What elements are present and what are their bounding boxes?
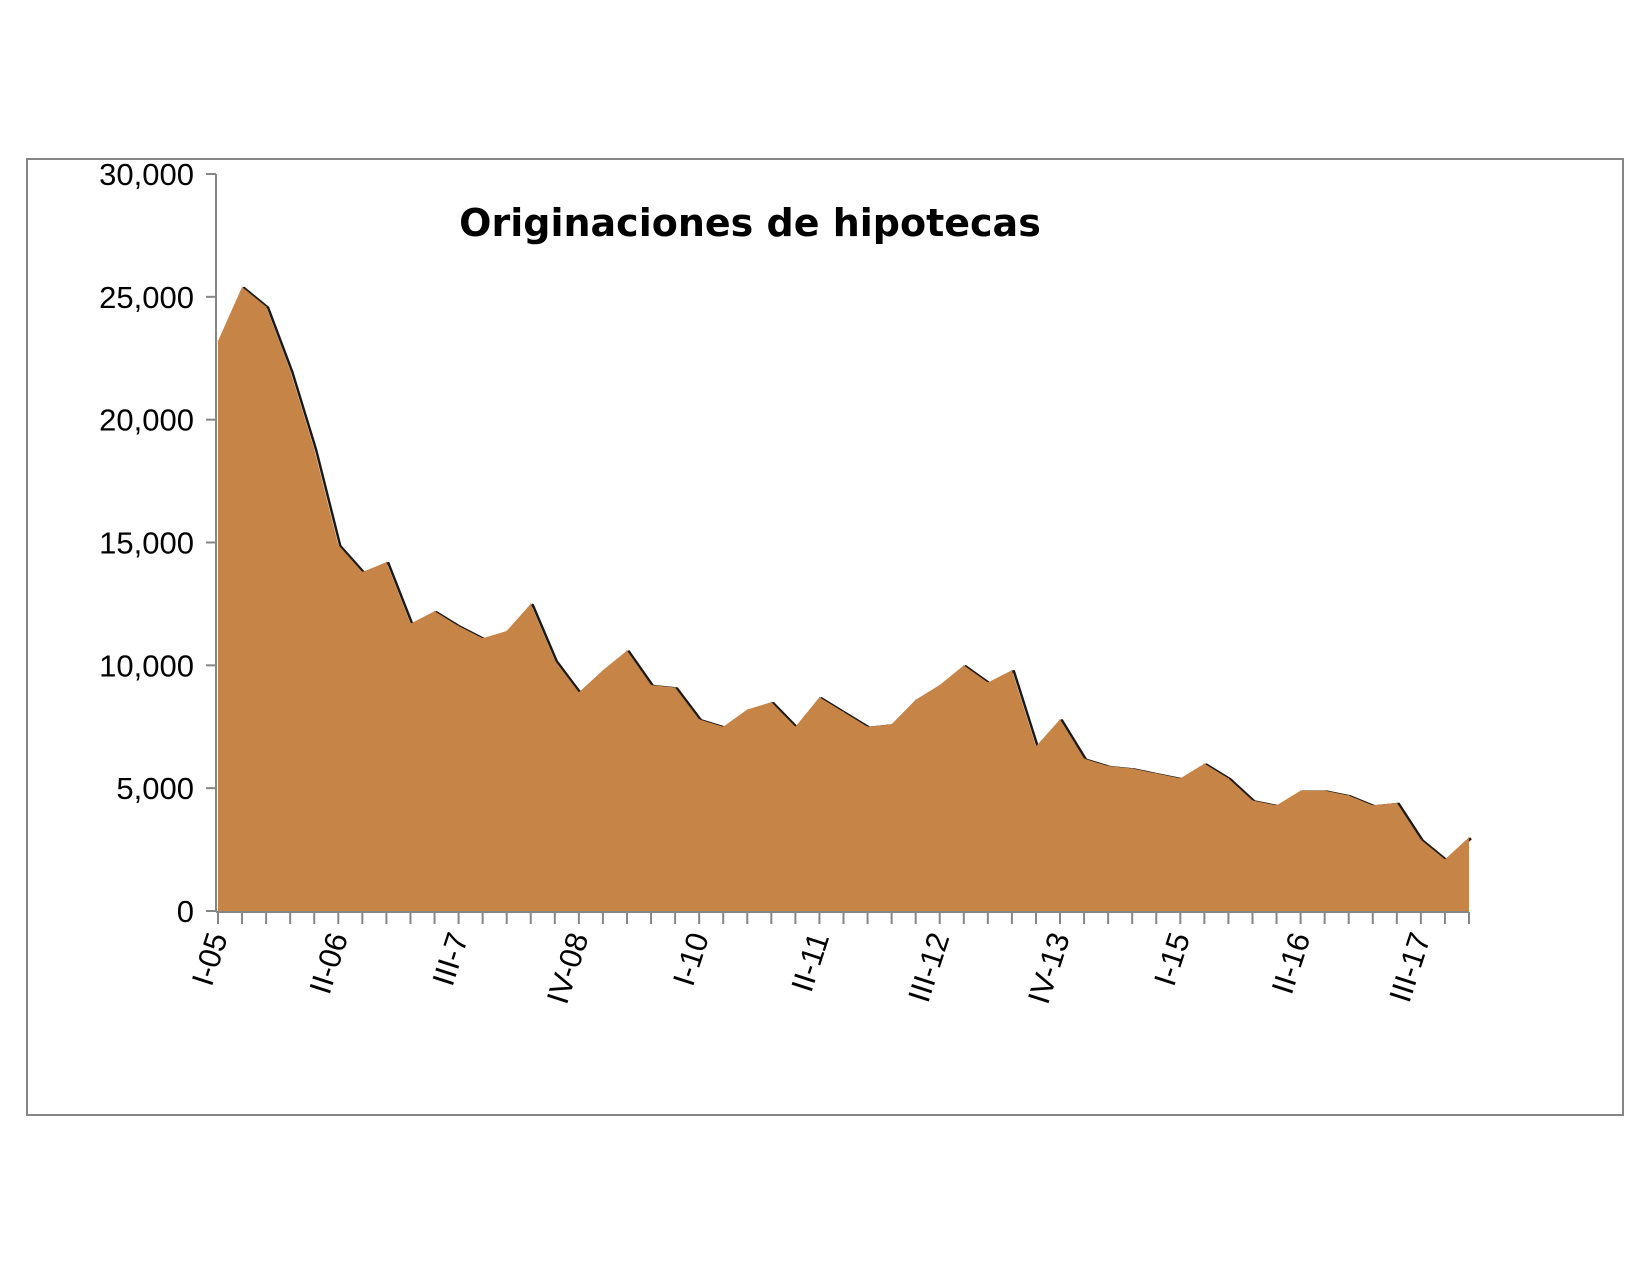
data-point <box>867 726 869 728</box>
y-tick-label: 5,000 <box>116 771 194 806</box>
data-point <box>434 610 436 612</box>
data-point <box>1011 669 1013 671</box>
y-tick-label: 20,000 <box>99 403 194 438</box>
data-point <box>337 544 339 546</box>
data-point <box>1179 777 1181 779</box>
x-tick-label: III-7 <box>425 928 475 990</box>
data-point <box>698 718 700 720</box>
data-point <box>794 726 796 728</box>
area-chart: Originaciones de hipotecas 0 5,000 10,000 1… <box>99 160 1472 1008</box>
x-tick-label: I-10 <box>666 928 716 990</box>
data-point <box>458 625 460 627</box>
data-point <box>1276 804 1278 806</box>
data-point <box>1468 836 1470 838</box>
data-point <box>722 726 724 728</box>
data-point <box>674 686 676 688</box>
data-point <box>602 669 604 671</box>
data-point <box>1372 804 1374 806</box>
data-point <box>217 340 219 342</box>
y-tick-label: 0 <box>177 894 194 929</box>
data-point <box>578 691 580 693</box>
y-tick-label: 25,000 <box>99 280 194 315</box>
data-point <box>361 571 363 573</box>
data-point <box>1300 790 1302 792</box>
data-point <box>1131 768 1133 770</box>
series-area <box>218 287 1469 911</box>
data-point <box>385 561 387 563</box>
data-point <box>891 723 893 725</box>
x-tick-label: I-05 <box>185 928 235 990</box>
data-point <box>265 306 267 308</box>
data-point <box>1035 745 1037 747</box>
x-tick-label: IV-08 <box>540 928 596 1008</box>
plot-area: 0 5,000 10,000 15,000 20,000 25,000 30,000 I-05… <box>99 160 1472 1008</box>
data-point <box>1324 790 1326 792</box>
data-point <box>843 711 844 713</box>
data-point <box>1203 763 1205 765</box>
data-point <box>963 664 965 666</box>
x-tick-label: II-11 <box>784 928 836 996</box>
data-point <box>770 701 772 703</box>
data-point <box>241 286 243 288</box>
data-point <box>650 684 652 686</box>
data-point <box>818 696 820 698</box>
data-point <box>1444 858 1446 860</box>
data-point <box>1396 802 1398 804</box>
data-point <box>1059 718 1061 720</box>
y-tick-label: 10,000 <box>99 648 194 683</box>
x-tick-label: IV-13 <box>1021 928 1077 1008</box>
data-point <box>939 684 941 686</box>
x-tick-label: III-17 <box>1382 928 1437 1006</box>
data-point <box>482 637 484 639</box>
x-tick-label: I-15 <box>1147 928 1197 990</box>
data-point <box>409 623 411 625</box>
data-point <box>1155 772 1157 774</box>
y-tick-label: 15,000 <box>99 526 194 561</box>
data-point <box>506 630 508 632</box>
chart-title: Originaciones de hipotecas <box>459 201 1041 245</box>
data-point <box>915 699 917 701</box>
data-point <box>1251 799 1253 801</box>
data-point <box>530 603 532 605</box>
data-point <box>1227 777 1229 779</box>
x-tick-label: III-12 <box>901 928 956 1006</box>
data-point <box>626 650 628 652</box>
data-point <box>1083 758 1085 760</box>
y-tick-label: 30,000 <box>99 160 194 192</box>
chart-frame: Originaciones de hipotecas 0 5,000 10,000 1… <box>26 158 1624 1116</box>
data-point <box>554 659 556 661</box>
data-point <box>1348 795 1350 797</box>
x-tick-label: II-16 <box>1265 928 1317 998</box>
data-point <box>1107 765 1109 767</box>
data-point <box>1420 839 1422 841</box>
data-point <box>987 682 989 684</box>
data-point <box>313 448 315 450</box>
x-tick-label: II-06 <box>302 928 354 998</box>
data-point <box>289 370 291 372</box>
data-point <box>746 709 748 711</box>
